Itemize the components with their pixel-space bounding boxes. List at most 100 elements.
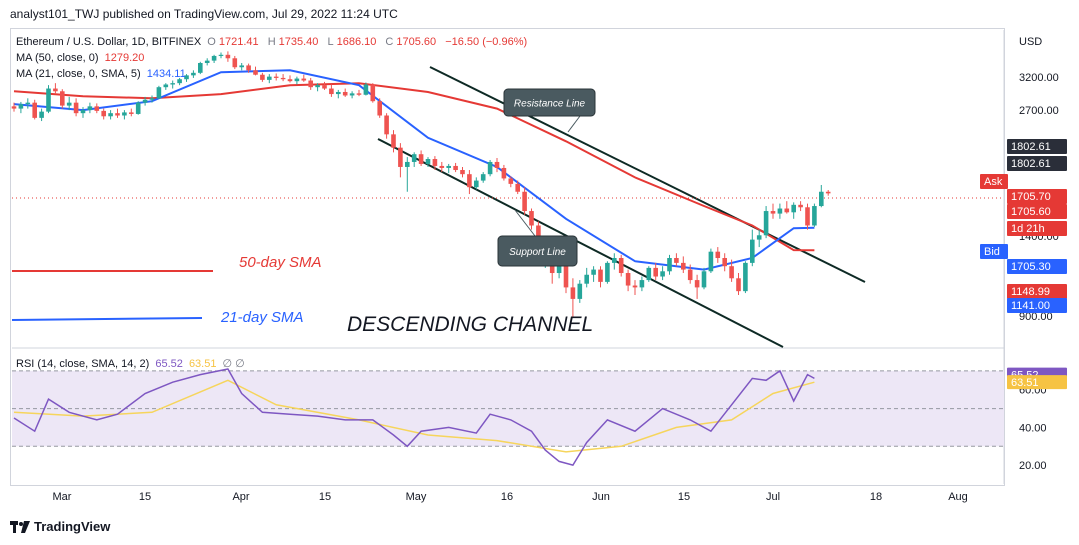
tradingview-footer[interactable]: TradingView [10, 519, 110, 534]
rsi-axis-tick: 20.00 [1019, 460, 1047, 472]
symbol-label: Ethereum / U.S. Dollar, 1D, BITFINEX [16, 36, 202, 48]
candle-body [184, 75, 189, 80]
candle-body [687, 269, 693, 281]
candle-body [667, 258, 672, 272]
price-axis-tick: 2700.00 [1019, 105, 1059, 117]
candle-body [798, 204, 803, 208]
price-tag: 1705.60 [1007, 204, 1067, 219]
candle-body [612, 258, 617, 263]
candle-body [743, 262, 748, 292]
sma50-annotation: 50-day SMA [239, 254, 322, 271]
price-tag-text: 1d 21h [1011, 223, 1045, 235]
candle-body [812, 206, 817, 226]
candle-body [253, 70, 258, 75]
candle-body [729, 266, 734, 279]
time-axis-label: 18 [870, 491, 882, 503]
support-callout-text: Support Line [509, 247, 566, 258]
candle-body [211, 55, 217, 61]
candle-body [474, 180, 479, 188]
sma21-legend-line [11, 317, 203, 321]
ma50-label: MA (50, close, 0) [16, 52, 99, 64]
candle-body [398, 147, 403, 167]
candle-body [529, 211, 534, 226]
ma21-value: 1434.11 [146, 68, 186, 80]
candle-body [556, 261, 562, 274]
rsi-extra: ∅ ∅ [222, 358, 245, 370]
candle-body [722, 258, 727, 267]
candle-body [750, 239, 755, 263]
candle-body [467, 174, 472, 188]
ma21-label: MA (21, close, 0, SMA, 5) [16, 68, 141, 80]
candle-body [708, 251, 714, 272]
time-axis-label: Mar [53, 491, 72, 503]
candle-body [349, 93, 355, 96]
price-tag: 1802.61 [1007, 139, 1067, 154]
time-axis-label: 15 [139, 491, 151, 503]
price-tag-text: 1802.61 [1011, 158, 1051, 170]
time-axis-label: Apr [232, 491, 249, 503]
candle-body [639, 280, 645, 288]
candle-body [18, 104, 24, 109]
candle-body [94, 106, 100, 111]
channel-annotation: DESCENDING CHANNEL [347, 313, 593, 336]
candle-body [39, 111, 44, 118]
candle-body [66, 102, 72, 106]
candle-body [60, 91, 65, 106]
resistance-callout: Resistance Line [503, 88, 596, 117]
rsi-info-row: RSI (14, close, SMA, 14, 2) 65.52 63.51 … [16, 357, 248, 370]
candle-body [287, 79, 293, 82]
candle-body [108, 113, 113, 117]
price-tag-text: 1141.00 [1011, 300, 1050, 312]
candle-body [204, 60, 210, 64]
symbol-info-row: Ethereum / U.S. Dollar, 1D, BITFINEX O 17… [16, 36, 528, 48]
candle-body [508, 178, 514, 184]
candle-body [225, 54, 231, 59]
low-value: 1686.10 [336, 36, 377, 48]
price-tag: 1705.30 [1007, 259, 1067, 274]
candle-body [715, 251, 721, 259]
candle-body [329, 88, 334, 95]
candle-body [819, 191, 824, 207]
candle-body [784, 208, 790, 213]
tradingview-brand: TradingView [34, 519, 111, 534]
candle-body [232, 58, 238, 68]
candle-body [363, 84, 369, 95]
rsi-value: 65.52 [155, 358, 183, 370]
candle-body [563, 261, 569, 288]
candle-body [432, 159, 438, 166]
candle-body [618, 258, 624, 274]
price-tag-bg [1007, 139, 1067, 154]
rsi-tag-bg [1007, 375, 1067, 390]
candle-body [115, 113, 120, 116]
price-tag: Bid [980, 244, 1008, 259]
price-tag-bg [1007, 298, 1067, 313]
tradingview-logo-icon [10, 520, 30, 533]
sma21-line [13, 69, 815, 271]
candle-body [239, 65, 244, 68]
price-tag-bg [1007, 156, 1067, 171]
candle-body [598, 269, 603, 282]
candle-body [591, 269, 596, 275]
time-axis-label: 15 [678, 491, 690, 503]
candle-body [122, 112, 127, 116]
candle-body [370, 84, 376, 102]
ma50-info-row: MA (50, close, 0) 1279.20 [16, 52, 147, 64]
support-line [377, 138, 784, 348]
resistance-callout-box [503, 88, 596, 117]
candle-body [756, 235, 762, 240]
candle-body [142, 99, 148, 103]
candle-body [453, 165, 458, 171]
candle-body [791, 204, 796, 213]
time-axis-label: 15 [319, 491, 331, 503]
candle-body [632, 285, 638, 288]
candle-body [315, 85, 320, 88]
candle-body [460, 170, 465, 175]
candle-body [177, 79, 182, 84]
candle-body [218, 54, 224, 56]
ma21-info-row: MA (21, close, 0, SMA, 5) 1434.11 [16, 68, 189, 80]
candle-body [411, 154, 417, 162]
candle-body [273, 76, 279, 78]
price-tag: 1d 21h [1007, 221, 1067, 236]
candle-body [156, 87, 162, 99]
